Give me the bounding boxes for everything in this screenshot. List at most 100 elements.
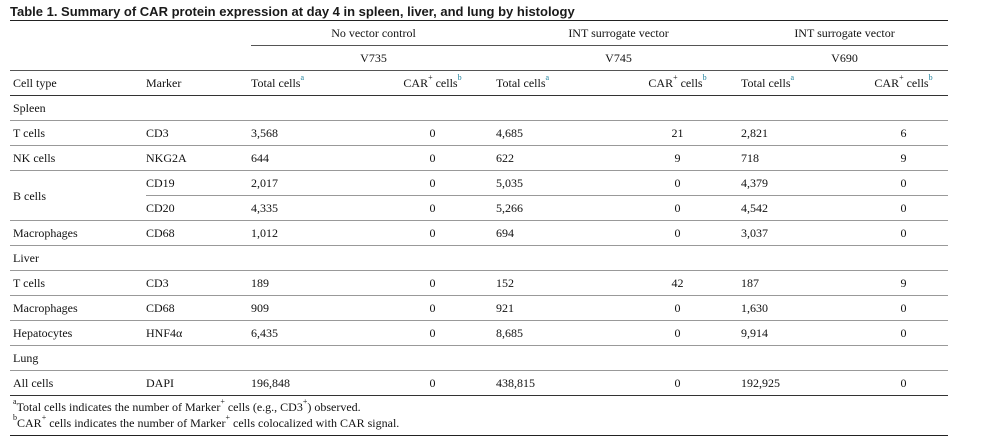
total-cells: 6,435 bbox=[251, 320, 369, 346]
cell-type: T cells bbox=[10, 270, 146, 296]
total-cells: 1,012 bbox=[251, 220, 369, 246]
table-row: Hepatocytes HNF4α 6,435 0 8,685 0 9,914 … bbox=[10, 320, 949, 346]
total-cells: 2,017 bbox=[251, 170, 369, 196]
cell-type: NK cells bbox=[10, 145, 146, 171]
total-cells: 196,848 bbox=[251, 370, 369, 396]
marker: CD20 bbox=[146, 195, 251, 221]
vector-label-v690: V690 bbox=[831, 51, 858, 65]
total-cells: 3,037 bbox=[741, 220, 860, 246]
total-cells: 622 bbox=[496, 145, 615, 171]
vector-header-row: V735 V745 V690 bbox=[10, 45, 949, 71]
car-cells: 0 bbox=[614, 195, 742, 221]
car-cells: 0 bbox=[859, 320, 949, 346]
car-cells: 0 bbox=[369, 145, 497, 171]
car-cells: 9 bbox=[614, 145, 742, 171]
car-cells: 0 bbox=[859, 170, 949, 196]
total-cells: 3,568 bbox=[251, 120, 369, 146]
car-cells: 0 bbox=[369, 120, 497, 146]
total-cells: 189 bbox=[251, 270, 369, 296]
header-total-cells: Total cellsa bbox=[741, 73, 795, 91]
header-total-cells: Total cellsa bbox=[251, 73, 305, 91]
car-cells: 42 bbox=[614, 270, 742, 296]
car-cells: 0 bbox=[614, 320, 742, 346]
car-cells: 0 bbox=[859, 220, 949, 246]
total-cells: 4,685 bbox=[496, 120, 615, 146]
cell-type: T cells bbox=[10, 120, 146, 146]
marker: CD3 bbox=[146, 270, 251, 296]
car-cells: 9 bbox=[859, 145, 949, 171]
section-label: Liver bbox=[13, 251, 39, 265]
marker: CD68 bbox=[146, 295, 251, 321]
cell-type: Macrophages bbox=[10, 220, 146, 246]
total-cells: 909 bbox=[251, 295, 369, 321]
total-cells: 5,266 bbox=[496, 195, 615, 221]
vector-label-v745: V745 bbox=[605, 51, 632, 65]
total-cells: 694 bbox=[496, 220, 615, 246]
total-cells: 718 bbox=[741, 145, 860, 171]
total-cells: 4,542 bbox=[741, 195, 860, 221]
table-row: All cells DAPI 196,848 0 438,815 0 192,9… bbox=[10, 370, 949, 396]
vector-label-v735: V735 bbox=[360, 51, 387, 65]
group-label-v745: INT surrogate vector bbox=[568, 26, 669, 40]
group-label-v735: No vector control bbox=[331, 26, 416, 40]
total-cells: 1,630 bbox=[741, 295, 860, 321]
car-cells: 0 bbox=[859, 195, 949, 221]
cell-type: B cells bbox=[10, 170, 146, 221]
header-car-cells: CAR+ cellsb bbox=[403, 73, 462, 91]
total-cells: 438,815 bbox=[496, 370, 615, 396]
header-total-cells: Total cellsa bbox=[496, 73, 550, 91]
marker: NKG2A bbox=[146, 145, 251, 171]
car-cells: 0 bbox=[369, 220, 497, 246]
marker: CD68 bbox=[146, 220, 251, 246]
marker: CD3 bbox=[146, 120, 251, 146]
marker: HNF4α bbox=[146, 320, 251, 346]
table-container: Table 1. Summary of CAR protein expressi… bbox=[10, 3, 949, 436]
car-cells: 0 bbox=[859, 370, 949, 396]
total-cells: 152 bbox=[496, 270, 615, 296]
section-label: Spleen bbox=[13, 101, 46, 115]
total-cells: 921 bbox=[496, 295, 615, 321]
table-row: NK cells NKG2A 644 0 622 9 718 9 bbox=[10, 145, 949, 171]
total-cells: 187 bbox=[741, 270, 860, 296]
header-car-cells: CAR+ cellsb bbox=[874, 73, 933, 91]
group-label-v690: INT surrogate vector bbox=[794, 26, 895, 40]
table-row: T cells CD3 3,568 0 4,685 21 2,821 6 bbox=[10, 120, 949, 146]
car-cells: 0 bbox=[369, 320, 497, 346]
car-cells: 0 bbox=[859, 295, 949, 321]
car-cells: 0 bbox=[614, 370, 742, 396]
marker: DAPI bbox=[146, 370, 251, 396]
total-cells: 2,821 bbox=[741, 120, 860, 146]
section-row-spleen: Spleen bbox=[10, 96, 948, 121]
footnote-a: aTotal cells indicates the number of Mar… bbox=[13, 397, 361, 415]
total-cells: 5,035 bbox=[496, 170, 615, 196]
car-cells: 0 bbox=[614, 220, 742, 246]
car-cells: 0 bbox=[369, 295, 497, 321]
header-marker: Marker bbox=[146, 76, 182, 90]
table-caption: Table 1. Summary of CAR protein expressi… bbox=[10, 4, 575, 19]
table-row: Macrophages CD68 909 0 921 0 1,630 0 bbox=[10, 295, 949, 321]
total-cells: 4,335 bbox=[251, 195, 369, 221]
car-cells: 9 bbox=[859, 270, 949, 296]
marker: CD19 bbox=[146, 170, 251, 196]
car-cells: 6 bbox=[859, 120, 949, 146]
car-cells: 0 bbox=[369, 195, 497, 221]
group-header-row: No vector control INT surrogate vector I… bbox=[10, 20, 949, 46]
header-car-cells: CAR+ cellsb bbox=[648, 73, 707, 91]
cell-type: Hepatocytes bbox=[10, 320, 146, 346]
total-cells: 644 bbox=[251, 145, 369, 171]
table-row: B cells CD19 2,017 0 5,035 0 4,379 0 bbox=[10, 170, 949, 221]
table-footnotes: aTotal cells indicates the number of Mar… bbox=[10, 396, 948, 436]
total-cells: 8,685 bbox=[496, 320, 615, 346]
car-expression-table: No vector control INT surrogate vector I… bbox=[10, 20, 949, 396]
car-cells: 0 bbox=[369, 170, 497, 196]
header-cell-type: Cell type bbox=[13, 76, 57, 90]
car-cells: 21 bbox=[614, 120, 742, 146]
section-row-lung: Lung bbox=[10, 345, 949, 371]
total-cells: 192,925 bbox=[741, 370, 860, 396]
car-cells: 0 bbox=[369, 270, 497, 296]
table-row: Macrophages CD68 1,012 0 694 0 3,037 0 bbox=[10, 220, 949, 246]
column-header-row: Cell type Marker Total cellsa CAR+ cells… bbox=[10, 70, 949, 96]
section-label: Lung bbox=[13, 351, 39, 365]
table-row: T cells CD3 189 0 152 42 187 9 bbox=[10, 270, 949, 296]
section-row-liver: Liver bbox=[10, 245, 949, 271]
